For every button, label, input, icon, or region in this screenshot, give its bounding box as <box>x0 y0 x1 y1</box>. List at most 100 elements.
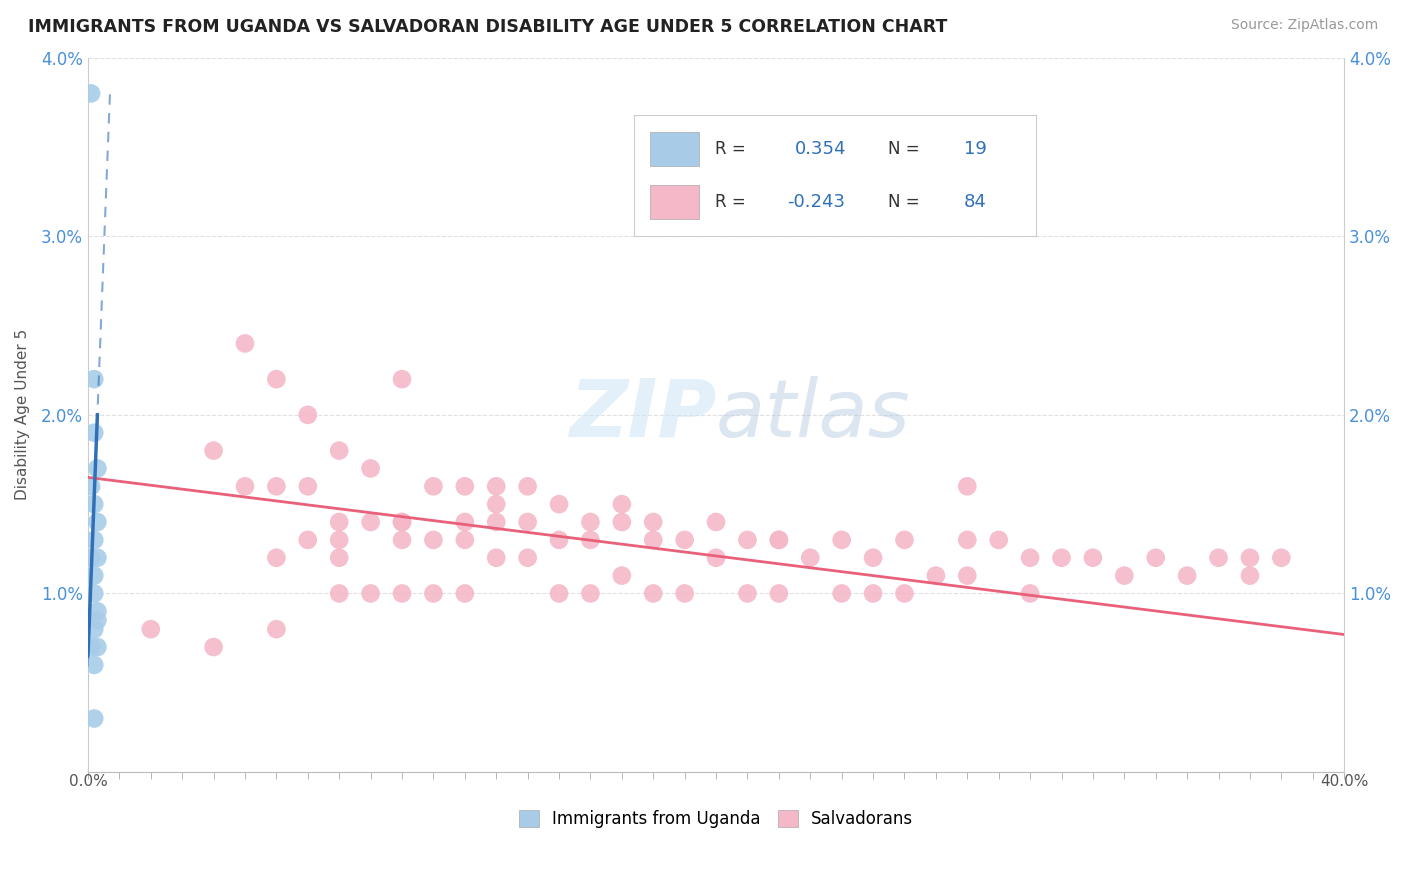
Point <box>202 640 225 654</box>
Point <box>737 533 759 547</box>
Point <box>862 550 884 565</box>
Point <box>297 479 319 493</box>
Point <box>579 515 602 529</box>
Point <box>893 533 915 547</box>
Point <box>704 515 727 529</box>
Point <box>86 604 108 618</box>
Point <box>86 613 108 627</box>
Point <box>86 640 108 654</box>
Point <box>422 533 444 547</box>
Point <box>328 515 350 529</box>
Point <box>673 586 696 600</box>
Point <box>1050 550 1073 565</box>
Point <box>391 372 413 386</box>
Point <box>391 533 413 547</box>
Text: IMMIGRANTS FROM UGANDA VS SALVADORAN DISABILITY AGE UNDER 5 CORRELATION CHART: IMMIGRANTS FROM UGANDA VS SALVADORAN DIS… <box>28 18 948 36</box>
Y-axis label: Disability Age Under 5: Disability Age Under 5 <box>15 329 30 500</box>
Point <box>391 586 413 600</box>
Point <box>360 515 382 529</box>
Point <box>1114 568 1136 582</box>
Point <box>956 568 979 582</box>
Point <box>893 586 915 600</box>
Point <box>328 586 350 600</box>
Point <box>548 497 571 511</box>
Point <box>83 586 105 600</box>
Point <box>987 533 1010 547</box>
Point <box>643 586 665 600</box>
Point <box>579 533 602 547</box>
Point <box>610 515 633 529</box>
Point <box>485 515 508 529</box>
Point <box>862 586 884 600</box>
Point <box>1019 550 1042 565</box>
Point <box>831 586 853 600</box>
Point <box>360 586 382 600</box>
Point <box>454 533 477 547</box>
Point <box>422 479 444 493</box>
Text: 40.0%: 40.0% <box>1320 774 1368 789</box>
Point <box>925 568 948 582</box>
Point <box>485 497 508 511</box>
Point <box>80 640 103 654</box>
Point <box>83 497 105 511</box>
Point <box>266 622 288 636</box>
Point <box>579 586 602 600</box>
Point <box>83 657 105 672</box>
Text: 0.0%: 0.0% <box>69 774 107 789</box>
Point <box>83 711 105 725</box>
Point <box>1239 568 1261 582</box>
Point <box>737 586 759 600</box>
Point <box>422 586 444 600</box>
Point <box>516 515 538 529</box>
Point <box>391 515 413 529</box>
Point <box>83 425 105 440</box>
Point <box>799 550 821 565</box>
Point <box>83 622 105 636</box>
Point <box>704 550 727 565</box>
Point <box>83 372 105 386</box>
Point <box>1019 586 1042 600</box>
Point <box>328 443 350 458</box>
Point <box>233 479 256 493</box>
Point <box>610 497 633 511</box>
Point <box>1270 550 1292 565</box>
Point <box>548 533 571 547</box>
Point <box>454 515 477 529</box>
Point <box>956 479 979 493</box>
Point <box>610 568 633 582</box>
Point <box>202 443 225 458</box>
Point <box>956 533 979 547</box>
Point <box>1239 550 1261 565</box>
Point <box>485 479 508 493</box>
Point <box>643 515 665 529</box>
Text: ZIP: ZIP <box>568 376 716 454</box>
Point <box>673 533 696 547</box>
Point <box>454 586 477 600</box>
Point <box>297 533 319 547</box>
Point <box>297 408 319 422</box>
Point <box>83 533 105 547</box>
Point <box>768 533 790 547</box>
Point <box>1144 550 1167 565</box>
Point <box>86 515 108 529</box>
Point <box>328 550 350 565</box>
Point <box>83 568 105 582</box>
Point <box>516 550 538 565</box>
Point <box>831 533 853 547</box>
Point <box>1175 568 1198 582</box>
Point <box>768 533 790 547</box>
Point <box>80 87 103 101</box>
Point <box>86 461 108 475</box>
Point <box>80 479 103 493</box>
Point <box>391 515 413 529</box>
Point <box>233 336 256 351</box>
Point <box>548 586 571 600</box>
Point <box>516 479 538 493</box>
Point <box>485 550 508 565</box>
Text: Source: ZipAtlas.com: Source: ZipAtlas.com <box>1230 18 1378 32</box>
Point <box>1081 550 1104 565</box>
Point <box>1208 550 1230 565</box>
Point <box>328 533 350 547</box>
Point <box>454 479 477 493</box>
Point <box>360 461 382 475</box>
